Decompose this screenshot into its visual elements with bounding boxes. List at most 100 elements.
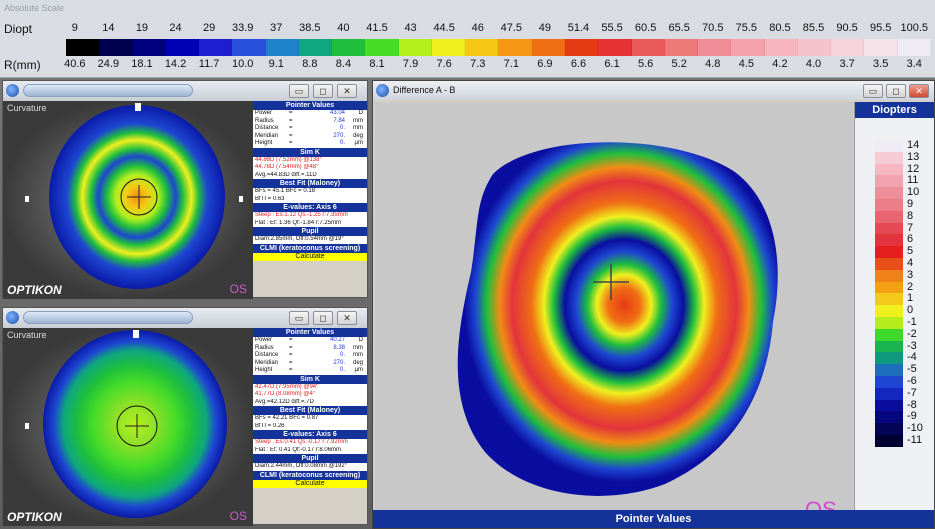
pointer-unit: deg	[352, 359, 363, 366]
scale-swatch	[165, 39, 200, 56]
maximize-button[interactable]: ◻	[313, 84, 333, 98]
legend-value: -4	[907, 351, 917, 364]
legend-value: -3	[907, 339, 917, 352]
close-button[interactable]: ✕	[337, 84, 357, 98]
rmm-value: 3.4	[906, 58, 922, 70]
difference-titlebar[interactable]: Difference A - B ▭ ◻ ✕	[373, 81, 934, 100]
legend-value: -1	[907, 315, 917, 328]
legend-swatch	[875, 198, 903, 211]
diopt-value: 49	[538, 22, 551, 34]
pointer-key: Radius	[255, 117, 274, 124]
legend-value: -7	[907, 386, 917, 399]
diopt-value: 19	[135, 22, 149, 34]
pointer-unit: mm	[353, 344, 363, 351]
legend-value: 14	[907, 139, 920, 151]
pointer-value-row: Power = 40.27 D	[253, 337, 367, 345]
pointer-value-row: Meridian = 270. deg	[253, 360, 367, 368]
curvature-label: Curvature	[7, 330, 47, 340]
diopt-value: 40	[337, 22, 350, 34]
diopt-value: 24	[169, 22, 182, 34]
difference-window[interactable]: Difference A - B ▭ ◻ ✕	[372, 80, 935, 529]
diopt-values-row: 9 14 19 24 29 33.9 37 38.5 40 41.5 43 44.5 46 47.5 49 5…	[58, 22, 931, 34]
best-fit-line: BFs = 42.21 BFc = 0.87	[255, 415, 319, 421]
pointer-key: Distance	[255, 125, 279, 131]
pointer-unit: μm	[354, 367, 363, 373]
close-button[interactable]: ✕	[337, 311, 357, 325]
maximize-button[interactable]: ◻	[313, 311, 333, 325]
diopt-value: 55.5	[601, 22, 623, 34]
best-fit-header: Best Fit (Maloney)	[253, 179, 367, 188]
rmm-value: 6.9	[537, 58, 553, 70]
pointer-values-rows: Power = 43.04 D Radius = 7.84 mm Distance = 0. mm Me…	[253, 110, 367, 148]
pointer-key: Radius	[255, 344, 274, 351]
rmm-row-label: R(mm)	[4, 58, 41, 72]
pointer-key: Meridian	[255, 359, 279, 366]
window-a-titlebar[interactable]: ▭ ◻ ✕	[3, 81, 367, 101]
rmm-value: 8.4	[335, 58, 352, 70]
pointer-value: 8.38	[333, 344, 345, 351]
window-b-titlebar[interactable]: ▭ ◻ ✕	[3, 308, 367, 328]
maximize-button[interactable]: ◻	[886, 84, 906, 98]
best-fit-line: BfTI = 0.26	[255, 422, 285, 429]
legend-swatch	[875, 387, 903, 400]
scale-swatch	[365, 39, 399, 56]
best-fit-line: BFs = 45.1 BFc = 0.18	[255, 188, 316, 194]
legend-value: 12	[907, 162, 920, 175]
scale-swatch	[764, 39, 798, 56]
diopt-value: 9	[71, 22, 78, 34]
calculate-button[interactable]: Calculate	[253, 479, 367, 488]
pointer-value-row: Distance = 0. mm	[253, 125, 367, 133]
legend-value: -5	[907, 363, 917, 376]
rmm-value: 4.2	[772, 58, 788, 70]
scale-swatch	[232, 39, 266, 56]
calculate-button[interactable]: Calculate	[253, 252, 367, 261]
pointer-value: 43.04	[329, 110, 345, 116]
legend-swatch	[875, 375, 903, 388]
rmm-value: 10.0	[231, 58, 254, 70]
equals-sign: =	[289, 110, 293, 116]
rmm-value: 3.7	[839, 58, 855, 70]
legend-swatch	[875, 399, 903, 412]
legend-swatch	[875, 140, 903, 152]
curvature-map-b[interactable]: Curvature OPTIKON OS	[3, 328, 253, 526]
rmm-value: 4.5	[738, 58, 754, 70]
pointer-value-row: Radius = 7.84 mm	[253, 118, 367, 126]
evalues-header: E-values: Axis 6	[253, 203, 367, 212]
legend-swatch	[875, 293, 903, 306]
pointer-value: 270.	[333, 132, 345, 139]
legend-labels: 14 13 12 11 10 9 8 7 6 5 4 3 2 1 0 -1 -2 -3 -4 -5 -6 -7 -8 -9 -1…	[907, 139, 923, 447]
equals-sign: =	[289, 125, 293, 131]
minimize-button[interactable]: ▭	[289, 84, 309, 98]
minimize-button[interactable]: ▭	[863, 84, 883, 98]
pointer-value-row: Height = 0. μm	[253, 140, 367, 148]
curvature-window-b[interactable]: ▭ ◻ ✕	[2, 307, 368, 526]
minimize-button[interactable]: ▭	[289, 311, 309, 325]
legend-value: -8	[907, 398, 917, 411]
pointer-key: Height	[255, 367, 273, 373]
diopt-value: 29	[202, 22, 216, 34]
pointer-value: 0.	[339, 140, 345, 146]
eye-indicator: OS	[229, 282, 247, 296]
pointer-values-header: Pointer Values	[253, 328, 367, 337]
diopt-value: 46	[471, 22, 484, 34]
close-button[interactable]: ✕	[909, 84, 929, 98]
diopt-value: 38.5	[299, 22, 321, 34]
diopt-value: 60.5	[634, 22, 657, 34]
pointer-values-panel-b: Pointer Values Power = 40.27 D Radius = 8.38 mm…	[253, 328, 367, 488]
curvature-window-a[interactable]: ▭ ◻ ✕	[2, 80, 368, 299]
legend-swatch	[875, 340, 903, 353]
legend-swatch	[875, 163, 903, 176]
curvature-map-a[interactable]: Curvature OPTIKON OS	[3, 101, 253, 299]
difference-map[interactable]: OS	[375, 102, 853, 522]
pointer-unit: mm	[353, 117, 363, 124]
diopters-legend: Diopters 14 13 12 11 10 9 8 7 6 5 4 3 2 1 0 -1 -2 -3 -4 -5-…	[854, 102, 934, 510]
scale-swatch	[664, 39, 699, 56]
scale-swatch	[598, 39, 632, 56]
pointer-value: 0.	[339, 125, 345, 131]
optikon-logo: OPTIKON	[7, 510, 62, 524]
rmm-value: 7.6	[436, 58, 452, 70]
scale-swatch	[631, 39, 665, 56]
pointer-value: 0.	[339, 367, 345, 373]
legend-value: 11	[907, 174, 919, 187]
